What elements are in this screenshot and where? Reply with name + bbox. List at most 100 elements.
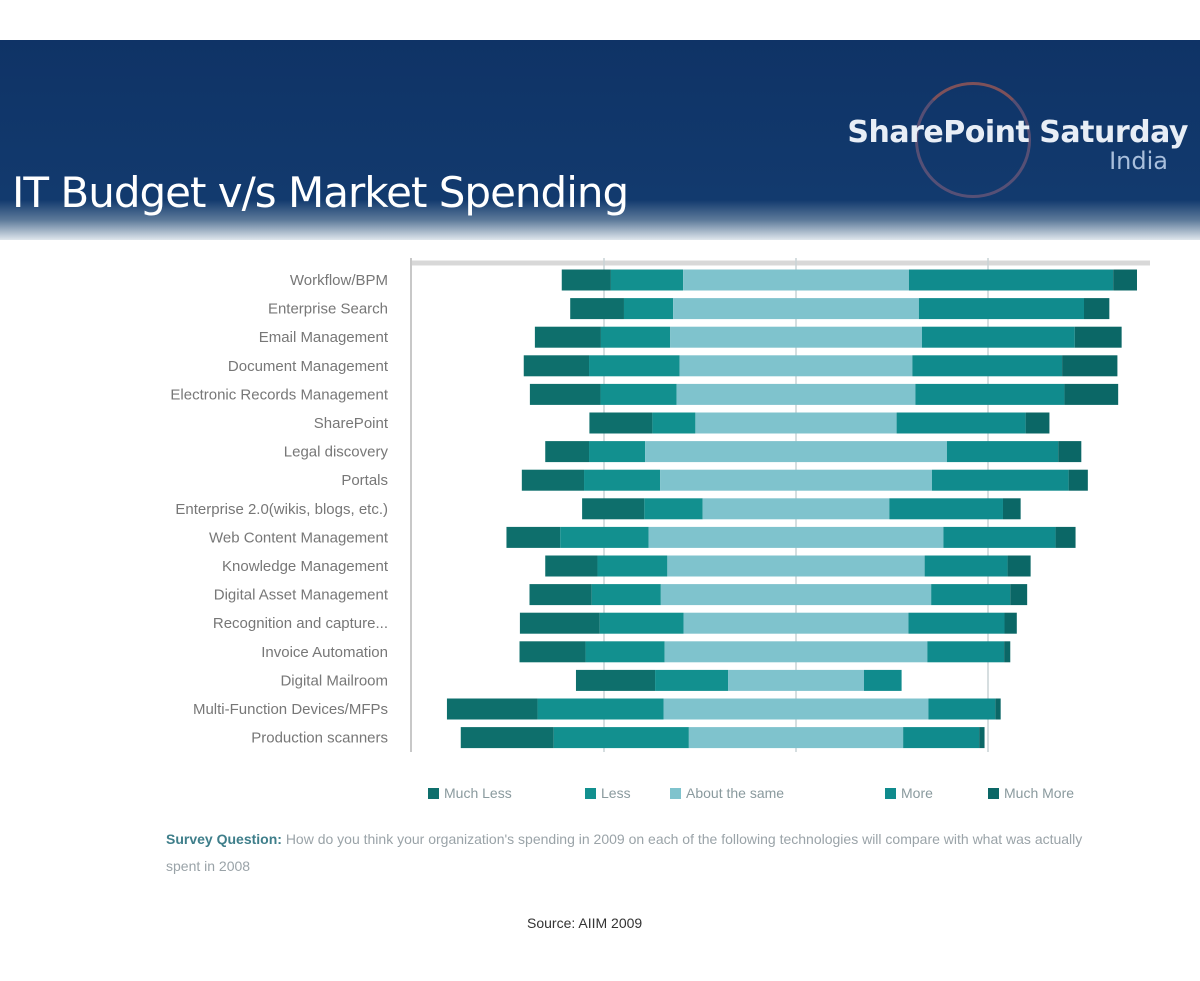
bar-much-less [460,727,554,749]
bar-much-more [1004,641,1011,663]
bar-more [908,269,1114,291]
bar-less [655,669,729,691]
category-label: Document Management [228,358,389,375]
bar-less [589,355,680,377]
bar-less [589,441,646,463]
slide-title: IT Budget v/s Market Spending [12,168,629,217]
bar-about-the-same [664,641,928,663]
bar-about-the-same [676,383,916,405]
logo: SharePoint Saturday India [847,115,1188,173]
bar-much-less [519,612,600,634]
bar-more [924,555,1008,577]
bar-more [903,727,980,749]
bar-much-less [589,412,653,434]
bar-about-the-same [670,326,922,348]
bar-about-the-same [702,498,890,520]
bar-less [652,412,696,434]
bar-much-less [446,698,538,720]
bar-more [915,383,1065,405]
legend-swatch [988,788,999,799]
bar-much-less [545,555,598,577]
bar-about-the-same [648,526,944,548]
bar-more [931,584,1011,606]
legend-swatch [885,788,896,799]
bar-less [600,326,671,348]
bar-much-less [506,526,561,548]
legend-swatch [670,788,681,799]
bar-much-more [1002,498,1021,520]
bar-much-more [1068,469,1088,491]
slide-header: IT Budget v/s Market Spending SharePoint… [0,40,1200,240]
bar-much-more [1064,383,1119,405]
bar-much-less [561,269,611,291]
bar-about-the-same [667,555,925,577]
category-label: Recognition and capture... [213,615,388,632]
bar-less [610,269,684,291]
legend-label: About the same [686,785,784,801]
bar-much-more [1058,441,1082,463]
bar-less [600,383,677,405]
category-label: Invoice Automation [261,644,388,661]
bar-about-the-same [660,584,932,606]
bar-more [918,298,1084,320]
bar-much-less [570,298,624,320]
bar-much-more [1055,526,1076,548]
bar-about-the-same [695,412,897,434]
category-label: Email Management [259,329,389,346]
bar-more [946,441,1059,463]
bar-about-the-same [645,441,947,463]
survey-label: Survey Question: [166,831,282,847]
survey-text: How do you think your organization's spe… [166,831,1083,874]
bar-much-less [523,355,590,377]
bar-less [585,641,665,663]
bar-less [560,526,649,548]
legend-swatch [428,788,439,799]
bar-less [597,555,668,577]
category-label: Portals [341,472,388,489]
bar-more [912,355,1063,377]
bar-about-the-same [683,269,909,291]
category-label: Production scanners [251,730,388,747]
bar-much-more [979,727,985,749]
legend-label: Much Less [444,785,512,801]
bar-much-more [1062,355,1118,377]
bar-much-more [1004,612,1017,634]
category-label: SharePoint [314,415,389,432]
bar-less [591,584,661,606]
bar-more [896,412,1026,434]
bar-much-more [1010,584,1028,606]
bar-much-less [519,641,586,663]
category-label: Enterprise 2.0(wikis, blogs, etc.) [175,501,388,518]
survey-question: Survey Question: How do you think your o… [166,826,1106,880]
bar-more [943,526,1056,548]
category-label: Multi-Function Devices/MFPs [193,701,388,718]
category-label: Legal discovery [284,444,389,461]
bar-much-less [534,326,601,348]
bar-much-less [545,441,590,463]
legend-label: Less [601,785,631,801]
bar-much-more [1084,298,1110,320]
bar-much-less [582,498,645,520]
logo-swirl-icon [915,82,1031,198]
category-label: Web Content Management [209,529,389,546]
bar-less [623,298,674,320]
bar-more [863,669,902,691]
bar-about-the-same [728,669,864,691]
bar-about-the-same [673,298,919,320]
bar-about-the-same [683,612,909,634]
bar-much-more [995,698,1001,720]
legend-label: More [901,785,933,801]
category-label: Knowledge Management [222,558,389,575]
bar-less [599,612,684,634]
bar-more [928,698,996,720]
bar-much-more [1074,326,1122,348]
category-label: Digital Asset Management [214,587,389,604]
bar-much-less [521,469,585,491]
bar-about-the-same [688,727,904,749]
bar-less [537,698,664,720]
bar-about-the-same [663,698,929,720]
bar-more [889,498,1003,520]
bar-less [644,498,703,520]
category-label: Electronic Records Management [170,386,388,403]
